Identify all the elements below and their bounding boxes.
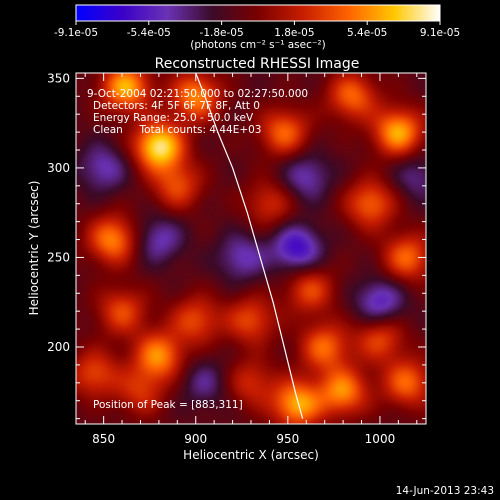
colorbar-tick-label: 1.8e-05 — [274, 27, 314, 39]
x-tick-label: 950 — [276, 432, 299, 446]
y-tick-label: 200 — [47, 340, 70, 354]
annotation-line-2: Detectors: 4F 5F 6F 7F 8F, Att 0 — [93, 100, 260, 112]
x-axis-label: Heliocentric X (arcsec) — [183, 448, 319, 462]
peak-position-label: Position of Peak = [883,311] — [93, 399, 243, 411]
colorbar-gradient — [76, 5, 440, 21]
x-tick-label: 900 — [184, 432, 207, 446]
colorbar-tick-label: -1.8e-05 — [200, 27, 244, 39]
colorbar-tick-label: -9.1e-05 — [54, 27, 98, 39]
y-tick-label: 250 — [47, 250, 70, 264]
x-tick-label: 850 — [92, 432, 115, 446]
colorbar-tick-label: 5.4e-05 — [347, 27, 387, 39]
colorbar-tick-label: -5.4e-05 — [127, 27, 171, 39]
annotation-line-4: Clean Total counts: 4.44E+03 — [93, 124, 262, 136]
y-tick-label: 350 — [47, 71, 70, 85]
y-axis-label: Heliocentric Y (arcsec) — [27, 181, 41, 316]
colorbar-units-label: (photons cm⁻² s⁻¹ asec⁻²) — [190, 39, 325, 51]
chart-title: Reconstructed RHESSI Image — [155, 56, 360, 72]
annotation-line-1: 9-Oct-2004 02:21:50.000 to 02:27:50.000 — [87, 88, 308, 100]
solar-limb-curve — [195, 73, 304, 419]
annotation-line-3: Energy Range: 25.0 - 50.0 keV — [93, 112, 254, 124]
y-tick-label: 300 — [47, 161, 70, 175]
timestamp: 14-Jun-2013 23:43 — [396, 485, 494, 497]
colorbar: -9.1e-05 -5.4e-05 -1.8e-05 1.8e-05 5.4e-05 9.… — [54, 4, 460, 51]
x-tick-label: 1000 — [365, 432, 396, 446]
colorbar-tick-label: 9.1e-05 — [420, 27, 460, 39]
colorbar-frame — [75, 4, 441, 22]
